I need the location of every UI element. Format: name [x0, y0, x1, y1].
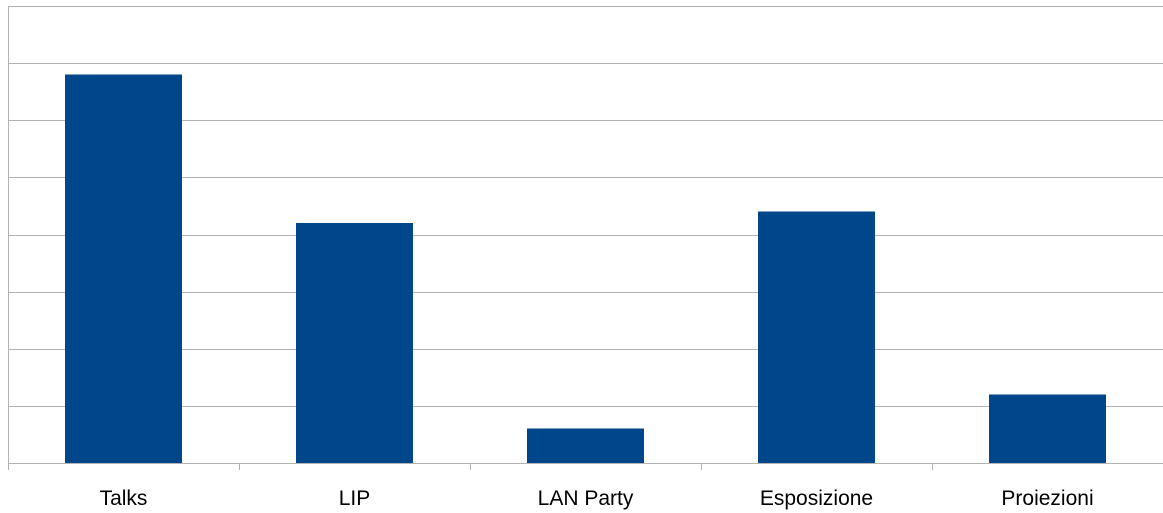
bars	[65, 74, 1106, 464]
bar-talks	[65, 74, 182, 464]
x-tick-label: LIP	[339, 487, 371, 510]
x-tick-labels: Talks LIP LAN Party Esposizione Proiezioni	[100, 487, 1094, 510]
bar-esposizione	[758, 211, 875, 463]
x-tick-label: Talks	[100, 487, 148, 510]
x-tick-label: Esposizione	[760, 487, 873, 510]
bar-lip	[296, 223, 413, 463]
x-tick-label: Proiezioni	[1001, 487, 1093, 510]
bar-proiezioni	[989, 394, 1106, 463]
gridlines	[8, 6, 1163, 464]
bar-lan-party	[527, 428, 644, 463]
x-axis	[8, 6, 933, 470]
x-tick-label: LAN Party	[538, 487, 634, 510]
